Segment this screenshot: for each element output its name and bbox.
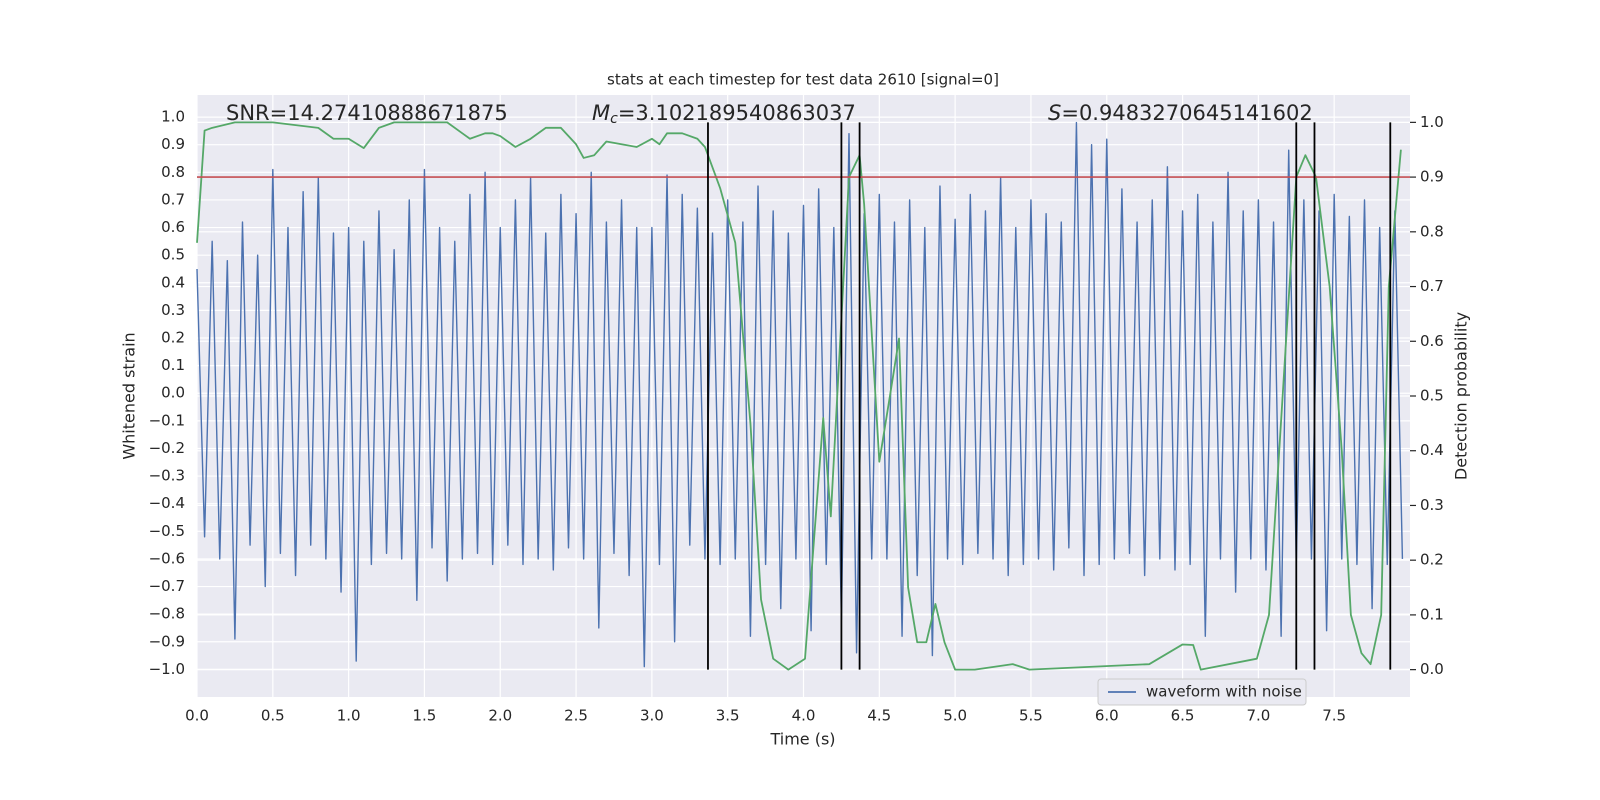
- y2-tick-label: 0.6: [1420, 332, 1444, 350]
- y2-tick-label: 0.0: [1420, 660, 1444, 678]
- annotation-part: =3.102189540863037: [618, 101, 856, 125]
- data-line: [196, 121, 1402, 671]
- y-tick-label: −0.3: [149, 467, 185, 485]
- annotation-part: M: [592, 101, 610, 125]
- y-tick-label: 0.1: [161, 356, 185, 374]
- y-tick-label: 0.5: [161, 246, 185, 264]
- legend-box: [1097, 678, 1307, 706]
- x-tick-label: 4.5: [867, 707, 891, 725]
- y-tick-label: −0.9: [149, 632, 185, 650]
- y-tick-label: 0.4: [161, 273, 185, 291]
- y2-tick-label: 0.3: [1420, 496, 1444, 514]
- y-tick-label: 0.0: [161, 384, 185, 402]
- x-tick-label: 1.5: [413, 707, 437, 725]
- annotation-part: SNR=14.27410888671875: [226, 101, 508, 125]
- legend-label: waveform with noise: [1146, 683, 1302, 701]
- annotation-part: =0.9483270645141602: [1061, 101, 1312, 125]
- x-tick-label: 6.0: [1095, 707, 1119, 725]
- data-line: [196, 121, 1404, 668]
- y-tick-label: 1.0: [161, 108, 185, 126]
- x-tick-label: 3.0: [640, 707, 664, 725]
- y-tick-label: −0.6: [149, 549, 185, 567]
- x-tick-label: 5.0: [943, 707, 967, 725]
- y-tick-label: −0.7: [149, 577, 185, 595]
- y2-tick-label: 0.9: [1420, 168, 1444, 186]
- y-tick-label: 0.7: [161, 190, 185, 208]
- x-tick-label: 0.5: [261, 707, 285, 725]
- y2-tick-label: 0.2: [1420, 551, 1444, 569]
- annotation-part: c: [610, 111, 618, 127]
- x-tick-label: 5.5: [1019, 707, 1043, 725]
- x-tick-label: 4.0: [792, 707, 816, 725]
- y-tick-label: 0.6: [161, 218, 185, 236]
- x-tick-label: 3.5: [716, 707, 740, 725]
- y2-tick-label: 0.8: [1420, 222, 1444, 240]
- x-axis-label: Time (s): [769, 730, 835, 749]
- y2-tick-label: 1.0: [1420, 113, 1444, 131]
- x-tick-label: 7.5: [1322, 707, 1346, 725]
- x-tick-label: 2.0: [488, 707, 512, 725]
- y-axis-label: Whitened strain: [120, 332, 139, 459]
- y-tick-label: −0.2: [149, 439, 185, 457]
- y-tick-label: −0.5: [149, 522, 185, 540]
- y2-axis-label: Detection probability: [1452, 312, 1471, 480]
- y2-tick-label: 0.5: [1420, 387, 1444, 405]
- y2-tick-label: 0.7: [1420, 277, 1444, 295]
- y-tick-label: 0.2: [161, 329, 185, 347]
- y-tick-label: 0.9: [161, 135, 185, 153]
- y-tick-label: −0.4: [149, 494, 185, 512]
- y-tick-label: −0.8: [149, 605, 185, 623]
- chart-title: stats at each timestep for test data 261…: [607, 71, 999, 89]
- annotation-part: S: [1048, 101, 1061, 125]
- x-tick-label: 1.0: [337, 707, 361, 725]
- y2-tick-label: 0.4: [1420, 441, 1444, 459]
- annotation: Mc=3.102189540863037: [592, 101, 856, 127]
- x-tick-label: 0.0: [185, 707, 209, 725]
- x-tick-label: 6.5: [1171, 707, 1195, 725]
- y-tick-label: 0.8: [161, 163, 185, 181]
- x-tick-label: 7.0: [1246, 707, 1270, 725]
- y-tick-label: 0.3: [161, 301, 185, 319]
- annotation: SNR=14.27410888671875: [226, 101, 508, 125]
- annotation: S=0.9483270645141602: [1048, 101, 1313, 125]
- y2-tick-label: 0.1: [1420, 605, 1444, 623]
- x-tick-label: 2.5: [564, 707, 588, 725]
- y-tick-label: −1.0: [149, 660, 185, 678]
- y-tick-label: −0.1: [149, 411, 185, 429]
